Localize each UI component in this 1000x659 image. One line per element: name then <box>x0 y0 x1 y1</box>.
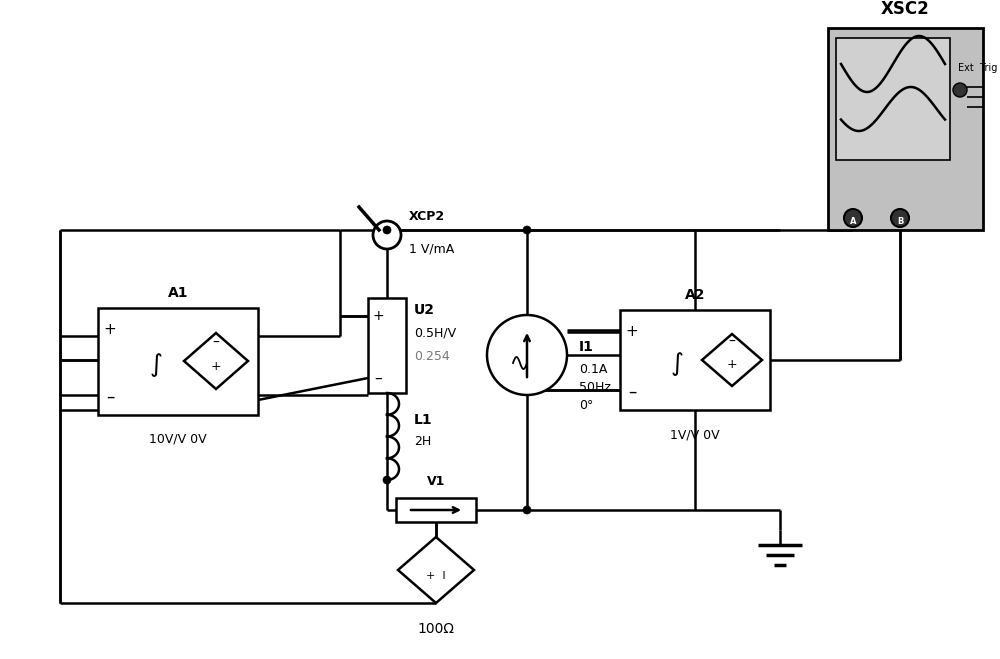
Bar <box>620 310 770 410</box>
Text: U2: U2 <box>414 303 435 317</box>
Circle shape <box>383 476 391 484</box>
Text: 0.254: 0.254 <box>414 350 450 363</box>
Text: 10V/V 0V: 10V/V 0V <box>149 433 207 446</box>
Text: ∫: ∫ <box>670 352 684 376</box>
Circle shape <box>953 83 967 97</box>
Bar <box>828 28 983 230</box>
Text: +: + <box>211 360 221 372</box>
Text: –: – <box>628 383 636 401</box>
Circle shape <box>523 226 531 234</box>
Text: 2H: 2H <box>414 435 431 448</box>
Circle shape <box>891 209 909 227</box>
Text: A2: A2 <box>685 288 705 302</box>
Text: 0°: 0° <box>579 399 593 412</box>
Text: 50Hz: 50Hz <box>579 381 611 394</box>
Text: A: A <box>850 217 856 227</box>
Text: V1: V1 <box>427 475 445 488</box>
Polygon shape <box>398 537 474 603</box>
Text: 1 V/mA: 1 V/mA <box>409 243 454 256</box>
Circle shape <box>383 226 391 234</box>
Bar <box>98 308 258 415</box>
Text: +: + <box>372 309 384 323</box>
Text: 0.1A: 0.1A <box>579 363 607 376</box>
Text: Ext  Trig: Ext Trig <box>958 63 997 73</box>
Text: +: + <box>104 322 116 337</box>
Text: –: – <box>729 335 735 349</box>
Text: L1: L1 <box>414 413 433 427</box>
Text: I1: I1 <box>579 340 594 354</box>
Text: +: + <box>727 358 737 372</box>
Circle shape <box>523 506 531 514</box>
Text: 0.5H/V: 0.5H/V <box>414 326 456 339</box>
Circle shape <box>487 315 567 395</box>
Bar <box>368 298 406 393</box>
Text: XCP2: XCP2 <box>409 210 445 223</box>
Text: –: – <box>213 336 219 350</box>
Text: A1: A1 <box>168 286 188 300</box>
Polygon shape <box>184 333 248 389</box>
Text: –: – <box>106 388 114 406</box>
Text: –: – <box>374 370 382 386</box>
Text: 1V/V 0V: 1V/V 0V <box>670 428 720 441</box>
Bar <box>396 498 476 522</box>
Polygon shape <box>702 334 762 386</box>
Circle shape <box>844 209 862 227</box>
Text: B: B <box>897 217 903 227</box>
Text: ∫: ∫ <box>150 353 162 377</box>
Text: +: + <box>626 324 638 339</box>
Text: XSC2: XSC2 <box>881 0 929 18</box>
Text: 100Ω: 100Ω <box>418 622 454 636</box>
Text: +  I: + I <box>426 571 446 581</box>
Circle shape <box>373 221 401 249</box>
Bar <box>836 38 950 160</box>
